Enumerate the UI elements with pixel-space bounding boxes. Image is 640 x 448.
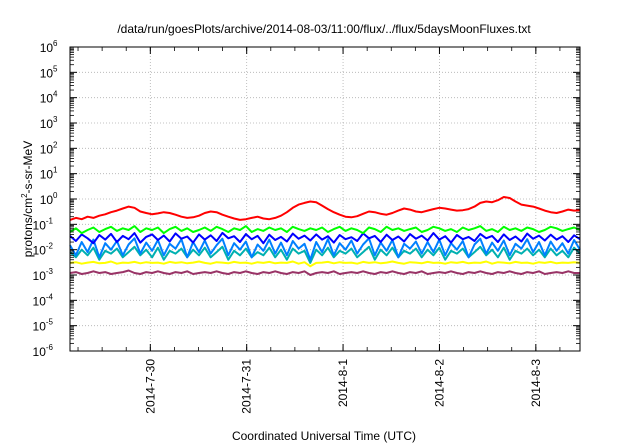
y-tick-exp: 3	[53, 115, 58, 124]
y-tick-exp: 2	[53, 140, 58, 149]
y-tick-base: 10	[33, 320, 47, 334]
y-tick-label: 10-4	[33, 292, 54, 308]
y-tick-label: 106	[40, 39, 58, 55]
chart-title: /data/run/goesPlots/archive/2014-08-03/1…	[117, 22, 531, 36]
y-tick-label: 10-5	[33, 318, 54, 334]
y-tick-label: 10-1	[33, 216, 54, 232]
y-tick-exp: 5	[53, 64, 58, 73]
y-tick-base: 10	[40, 168, 54, 182]
y-tick-base: 10	[40, 41, 54, 55]
x-tick-label: 2014-7-31	[240, 359, 254, 414]
x-axis-label: Coordinated Universal Time (UTC)	[232, 429, 416, 443]
x-tick-label: 2014-8-3	[529, 359, 543, 407]
y-axis-label-post: -s-sr-MeV	[21, 141, 35, 194]
series-line	[69, 260, 581, 268]
y-tick-label: 105	[40, 64, 58, 80]
y-tick-label: 103	[40, 115, 58, 131]
series-line	[69, 225, 581, 235]
y-tick-exp: 0	[53, 191, 58, 200]
y-tick-exp: 4	[53, 90, 58, 99]
y-tick-base: 10	[40, 193, 54, 207]
y-axis-label-sup: 2	[20, 193, 29, 198]
y-tick-base: 10	[33, 244, 47, 258]
y-tick-label: 101	[40, 166, 58, 182]
y-tick-base: 10	[33, 218, 47, 232]
y-tick-label: 10-2	[33, 242, 54, 258]
y-tick-exp: -1	[46, 216, 54, 225]
y-tick-exp: -4	[46, 292, 54, 301]
y-tick-exp: -3	[46, 267, 54, 276]
y-tick-label: 10-6	[33, 343, 54, 359]
y-tick-label: 10-3	[33, 267, 54, 283]
y-tick-label: 100	[40, 191, 58, 207]
y-tick-label: 102	[40, 140, 58, 156]
y-tick-exp: 1	[53, 166, 58, 175]
y-tick-base: 10	[33, 345, 47, 359]
y-tick-base: 10	[40, 92, 54, 106]
y-tick-base: 10	[40, 117, 54, 131]
y-axis-label-pre: protons/cm	[21, 198, 35, 257]
x-tick-labels: 2014-7-30 2014-7-31 2014-8-1 2014-8-2 2014-8…	[143, 359, 543, 414]
series-line	[69, 269, 580, 276]
y-tick-base: 10	[40, 142, 54, 156]
y-tick-labels: 10610510410310210110010-110-210-310-410-…	[33, 39, 59, 359]
y-tick-exp: -5	[46, 318, 54, 327]
y-axis-label: protons/cm2-s-sr-MeV	[20, 141, 35, 257]
y-tick-label: 104	[40, 90, 58, 106]
y-tick-base: 10	[33, 269, 47, 283]
series-line	[69, 231, 581, 245]
x-tick-label: 2014-7-30	[143, 359, 157, 414]
y-tick-base: 10	[40, 66, 54, 80]
grid	[70, 47, 580, 351]
series-line	[69, 196, 581, 221]
y-tick-exp: 6	[53, 39, 58, 48]
x-tick-label: 2014-8-1	[336, 359, 350, 407]
series-layer	[69, 196, 581, 276]
series-line	[69, 245, 581, 264]
y-tick-exp: -6	[46, 343, 54, 352]
y-tick-exp: -2	[46, 242, 54, 251]
x-tick-label: 2014-8-2	[432, 359, 446, 407]
y-tick-base: 10	[33, 294, 47, 308]
axis-ticks	[70, 46, 580, 352]
series-line	[69, 237, 581, 261]
